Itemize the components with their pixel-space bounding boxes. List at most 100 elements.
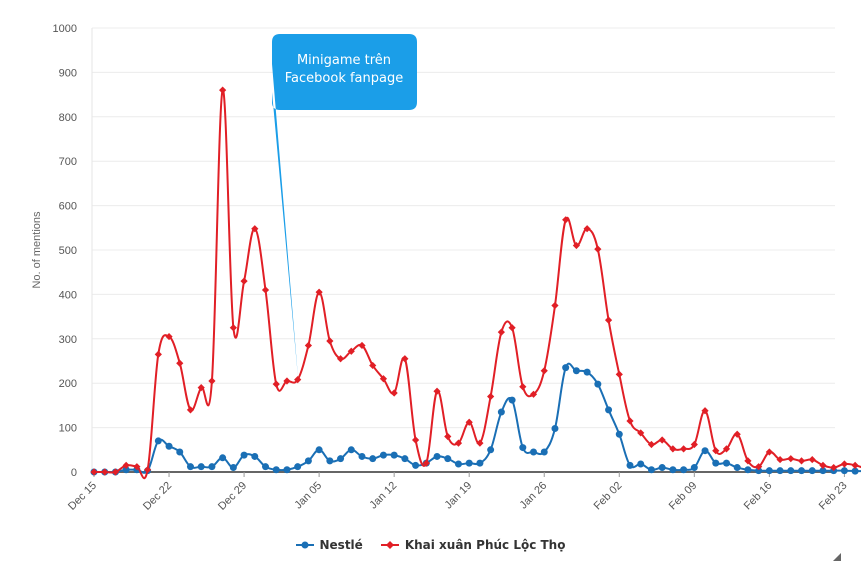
y-tick-label: 700 (59, 156, 77, 168)
y-tick-label: 600 (59, 201, 77, 213)
data-point (605, 406, 612, 413)
data-point (359, 453, 366, 460)
data-point (444, 455, 451, 462)
data-point (637, 461, 644, 468)
data-point (541, 449, 548, 456)
data-point (562, 364, 569, 371)
series-khai-xuan (90, 87, 861, 479)
data-point (702, 447, 709, 454)
data-point (798, 467, 805, 474)
data-point (852, 462, 859, 469)
x-tick-label: Dec 15 (66, 480, 99, 513)
data-point (766, 467, 773, 474)
x-tick-label: Jan 26 (518, 480, 550, 512)
data-point (434, 453, 441, 460)
data-point (466, 460, 473, 467)
x-tick-label: Jan 05 (292, 480, 324, 512)
data-point (787, 467, 794, 474)
callout-bubble (272, 34, 417, 380)
data-point (241, 452, 248, 459)
data-point (819, 462, 826, 469)
data-point (208, 463, 215, 470)
legend-marker-circle-icon (296, 540, 314, 550)
chart-grid (92, 28, 835, 428)
data-point (777, 467, 784, 474)
x-tick-label: Dec 22 (141, 480, 174, 513)
data-point (648, 466, 655, 473)
data-point (412, 436, 419, 443)
data-point (316, 446, 323, 453)
data-point (230, 324, 237, 331)
y-tick-label: 100 (59, 423, 77, 435)
data-point (455, 461, 462, 468)
data-point (101, 468, 108, 475)
data-point (487, 446, 494, 453)
data-point (219, 87, 226, 94)
data-point (626, 417, 633, 424)
data-point (155, 351, 162, 358)
series-nestle (91, 364, 861, 476)
data-point (798, 457, 805, 464)
data-point (391, 389, 398, 396)
y-tick-label: 800 (59, 112, 77, 124)
data-point (273, 466, 280, 473)
data-point (712, 460, 719, 467)
data-point (627, 462, 634, 469)
data-point (369, 455, 376, 462)
data-point (519, 444, 526, 451)
data-point (616, 431, 623, 438)
data-point (691, 464, 698, 471)
data-point (659, 464, 666, 471)
data-point (809, 467, 816, 474)
data-point (594, 381, 601, 388)
data-point (509, 397, 516, 404)
y-tick-label: 400 (59, 289, 77, 301)
legend-label: Nestlé (320, 538, 363, 552)
data-point (273, 380, 280, 387)
data-point (530, 449, 537, 456)
x-tick-label: Jan 12 (367, 480, 399, 512)
data-point (744, 466, 751, 473)
y-tick-label: 1000 (53, 23, 77, 35)
data-point (809, 456, 816, 463)
data-point (230, 464, 237, 471)
data-point (380, 452, 387, 459)
legend-marker-diamond-icon (381, 540, 399, 550)
data-point (551, 425, 558, 432)
data-point (262, 286, 269, 293)
data-point (841, 460, 848, 467)
data-point (487, 393, 494, 400)
data-point (680, 445, 687, 452)
data-point (476, 460, 483, 467)
chart-legend: Nestlé Khai xuân Phúc Lộc Thọ (0, 538, 861, 552)
series-line (94, 90, 861, 478)
data-point (155, 437, 162, 444)
data-point (305, 457, 312, 464)
data-point (508, 324, 515, 331)
legend-item-khai-xuan[interactable]: Khai xuân Phúc Lộc Thọ (381, 538, 566, 552)
data-point (337, 455, 344, 462)
resize-handle-icon[interactable] (833, 553, 841, 561)
data-point (251, 453, 258, 460)
data-point (616, 371, 623, 378)
y-tick-label: 0 (71, 467, 77, 479)
data-point (498, 409, 505, 416)
data-point (112, 468, 119, 475)
data-point (240, 277, 247, 284)
data-point (412, 462, 419, 469)
annotation-callout (272, 34, 417, 380)
data-point (348, 446, 355, 453)
data-point (669, 466, 676, 473)
data-point (605, 317, 612, 324)
data-point (326, 457, 333, 464)
data-point (166, 443, 173, 450)
data-point (734, 464, 741, 471)
data-point (594, 246, 601, 253)
data-point (498, 329, 505, 336)
legend-item-nestle[interactable]: Nestlé (296, 538, 363, 552)
data-point (680, 466, 687, 473)
data-point (294, 463, 301, 470)
data-point (519, 383, 526, 390)
